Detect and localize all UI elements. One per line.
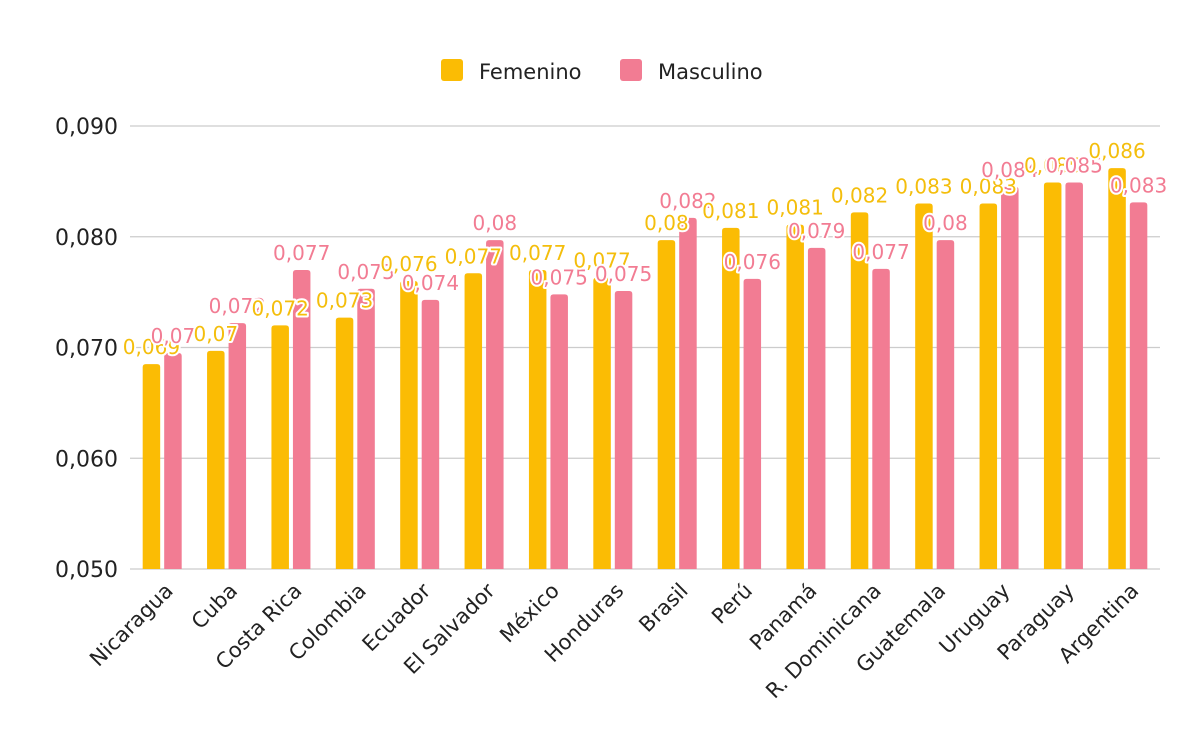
data-label-femenino-6: 0,077 bbox=[509, 241, 566, 265]
bar-masculino-8[interactable] bbox=[679, 217, 697, 570]
data-label-masculino-1: 0,072 bbox=[209, 294, 266, 318]
data-label-masculino-5: 0,08 bbox=[473, 211, 518, 235]
bar-femenino-14[interactable] bbox=[1043, 182, 1062, 570]
bar-masculino-12[interactable] bbox=[936, 240, 955, 569]
bar-masculino-14[interactable] bbox=[1065, 182, 1083, 570]
data-label-masculino-6: 0,075 bbox=[531, 265, 588, 289]
bar-femenino-3[interactable] bbox=[335, 317, 354, 569]
data-label-femenino-12: 0,083 bbox=[895, 175, 952, 199]
data-label-masculino-2: 0,077 bbox=[273, 241, 330, 265]
data-label-masculino-11: 0,077 bbox=[852, 240, 909, 264]
data-label-femenino-5: 0,077 bbox=[445, 244, 502, 268]
bar-femenino-7[interactable] bbox=[593, 277, 611, 569]
data-label-femenino-9: 0,081 bbox=[702, 199, 759, 223]
bar-masculino-15[interactable] bbox=[1129, 202, 1148, 570]
y-tick-label: 0,070 bbox=[55, 337, 118, 362]
bar-masculino-13[interactable] bbox=[1001, 186, 1019, 569]
data-label-masculino-15: 0,083 bbox=[1110, 173, 1167, 197]
legend-swatch-femenino[interactable] bbox=[441, 59, 463, 81]
y-tick-label: 0,060 bbox=[55, 447, 118, 472]
bar-femenino-10[interactable] bbox=[786, 224, 804, 569]
bar-masculino-2[interactable] bbox=[292, 269, 311, 569]
bar-masculino-6[interactable] bbox=[550, 294, 568, 569]
data-label-femenino-13: 0,083 bbox=[960, 175, 1017, 199]
data-label-femenino-14: 0,085 bbox=[1024, 153, 1081, 177]
data-label-masculino-3: 0,075 bbox=[337, 260, 394, 284]
bar-femenino-1[interactable] bbox=[207, 350, 225, 569]
legend: Femenino Masculino bbox=[441, 59, 763, 84]
data-label-femenino-4: 0,076 bbox=[380, 252, 437, 276]
bar-masculino-10[interactable] bbox=[807, 247, 826, 569]
bar-masculino-9[interactable] bbox=[743, 278, 762, 569]
x-category-label: Perú bbox=[707, 579, 757, 629]
bar-femenino-4[interactable] bbox=[400, 281, 418, 569]
data-labels: 0,0690,070,070,0720,0720,0770,0730,0750,… bbox=[121, 137, 1169, 361]
data-label-masculino-13: 0,084 bbox=[981, 158, 1038, 182]
bar-masculino-4[interactable] bbox=[421, 299, 440, 569]
x-category-label: Cuba bbox=[187, 579, 242, 634]
bar-femenino-2[interactable] bbox=[271, 325, 289, 569]
data-label-masculino-4: 0,074 bbox=[402, 271, 459, 295]
legend-swatch-masculino[interactable] bbox=[620, 59, 642, 81]
bar-femenino-8[interactable] bbox=[657, 240, 676, 569]
y-tick-label: 0,050 bbox=[55, 558, 118, 583]
data-label-femenino-11: 0,082 bbox=[831, 183, 888, 207]
bar-femenino-13[interactable] bbox=[979, 203, 998, 569]
bar-femenino-12[interactable] bbox=[915, 203, 933, 569]
bars bbox=[142, 168, 1148, 570]
bar-femenino-15[interactable] bbox=[1108, 168, 1126, 569]
data-label-masculino-0: 0,07 bbox=[151, 324, 196, 348]
legend-label-femenino: Femenino bbox=[479, 60, 582, 84]
data-label-femenino-15: 0,086 bbox=[1088, 139, 1145, 163]
data-label-masculino-14: 0,085 bbox=[1046, 153, 1103, 177]
bar-masculino-1[interactable] bbox=[228, 323, 247, 569]
data-label-femenino-2: 0,072 bbox=[252, 296, 309, 320]
bar-masculino-0[interactable] bbox=[164, 353, 182, 569]
y-tick-label: 0,090 bbox=[55, 115, 118, 140]
data-label-femenino-3: 0,073 bbox=[316, 289, 373, 313]
data-label-masculino-9: 0,076 bbox=[724, 250, 781, 274]
data-label-masculino-10: 0,079 bbox=[788, 219, 845, 243]
data-label-masculino-8: 0,082 bbox=[659, 189, 716, 213]
data-label-femenino-1: 0,07 bbox=[194, 322, 239, 346]
x-category-label: Brasil bbox=[634, 579, 692, 637]
data-label-femenino-10: 0,081 bbox=[767, 196, 824, 220]
data-label-masculino-12: 0,08 bbox=[923, 211, 968, 235]
bar-femenino-6[interactable] bbox=[528, 269, 547, 569]
bar-masculino-7[interactable] bbox=[614, 291, 633, 569]
bar-femenino-11[interactable] bbox=[850, 212, 869, 569]
data-label-femenino-0: 0,069 bbox=[123, 335, 180, 359]
bar-femenino-9[interactable] bbox=[722, 227, 740, 569]
x-category-label: Nicaragua bbox=[85, 579, 178, 672]
data-label-masculino-7: 0,075 bbox=[595, 262, 652, 286]
data-label-femenino-8: 0,08 bbox=[644, 211, 689, 235]
bar-femenino-0[interactable] bbox=[142, 364, 161, 569]
bar-femenino-5[interactable] bbox=[464, 273, 483, 569]
legend-label-masculino: Masculino bbox=[658, 60, 763, 84]
bar-masculino-5[interactable] bbox=[486, 240, 504, 569]
x-category-label: R. Dominicana bbox=[761, 579, 886, 704]
bar-masculino-11[interactable] bbox=[872, 268, 890, 569]
data-label-femenino-7: 0,077 bbox=[573, 249, 630, 273]
y-tick-label: 0,080 bbox=[55, 226, 118, 251]
bar-masculino-3[interactable] bbox=[357, 288, 375, 569]
y-axis: 0,050 0,060 0,070 0,080 0,090 bbox=[55, 115, 118, 583]
